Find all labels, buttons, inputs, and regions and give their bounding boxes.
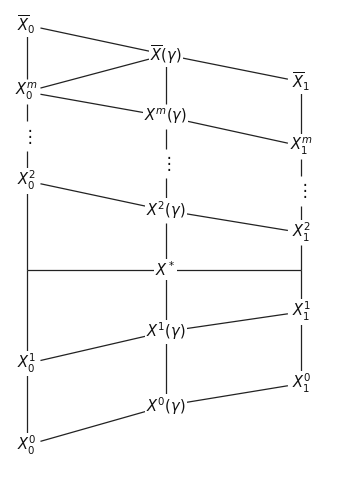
Text: $X^m(\gamma)$: $X^m(\gamma)$ [144, 106, 187, 126]
Text: $\vdots$: $\vdots$ [296, 181, 307, 200]
Text: $\overline{X}_1$: $\overline{X}_1$ [292, 70, 310, 93]
Text: $X_0^0$: $X_0^0$ [17, 434, 36, 457]
Text: $\vdots$: $\vdots$ [160, 154, 171, 173]
Text: $X^2(\gamma)$: $X^2(\gamma)$ [146, 200, 186, 222]
Text: $X^0(\gamma)$: $X^0(\gamma)$ [146, 395, 186, 416]
Text: $X_1^1$: $X_1^1$ [292, 300, 311, 324]
Text: $X_1^2$: $X_1^2$ [292, 221, 311, 244]
Text: $X_0^2$: $X_0^2$ [17, 169, 36, 192]
Text: $X_0^m$: $X_0^m$ [15, 81, 38, 102]
Text: $X^1(\gamma)$: $X^1(\gamma)$ [146, 320, 186, 342]
Text: $X^*$: $X^*$ [155, 260, 176, 279]
Text: $X_0^1$: $X_0^1$ [17, 352, 36, 376]
Text: $X_1^0$: $X_1^0$ [292, 372, 311, 395]
Text: $\overline{X}(\gamma)$: $\overline{X}(\gamma)$ [150, 44, 181, 66]
Text: $\overline{X}_0$: $\overline{X}_0$ [17, 14, 36, 36]
Text: $X_1^m$: $X_1^m$ [290, 136, 313, 156]
Text: $\vdots$: $\vdots$ [21, 127, 32, 146]
